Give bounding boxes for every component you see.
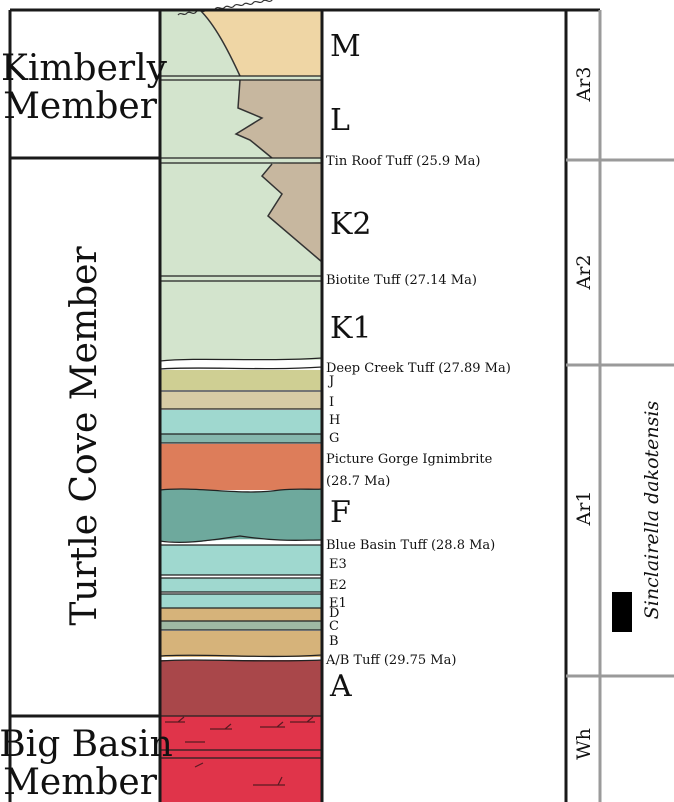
unit-label-c: C [329, 619, 339, 634]
table-frame [8, 8, 600, 802]
member-labels: Kimberly Member Turtle Cove Member Big B… [0, 48, 173, 802]
layer-unit-e1-teal [160, 594, 322, 608]
unit-label-k2: K2 [330, 207, 372, 242]
unit-label-g: G [329, 431, 339, 446]
contact-k2-boundary [260, 163, 323, 263]
layer-unit-i-lighttan [160, 392, 322, 409]
tuff-labels: Tin Roof Tuff (25.9 Ma) Biotite Tuff (27… [325, 154, 511, 668]
root-trace-3 [260, 721, 285, 728]
biozone-label-ar2: Ar2 [573, 255, 595, 291]
layer-unit-e2-teal [160, 578, 322, 592]
layer-unit-e3-teal [160, 545, 322, 575]
layer-unit-h-teal [160, 410, 322, 434]
root-trace-2 [210, 723, 232, 730]
root-trace-symbols [165, 716, 315, 786]
unit-label-a: A [329, 669, 352, 704]
layer-unit-j-olive [160, 370, 322, 390]
layer-white-deepcreek [160, 360, 322, 370]
unit-label-b: B [329, 634, 339, 649]
layer-unit-b-tan [160, 631, 322, 657]
unit-label-m: M [330, 29, 361, 64]
unit-labels-small: J I H G E3 E2 E1 D C B [327, 374, 347, 649]
layer-big-basin-red [160, 716, 322, 802]
layer-unit-k2-tan [262, 162, 322, 262]
tuff-label-deep-creek: Deep Creek Tuff (27.89 Ma) [326, 361, 511, 376]
tuff-label-ab: A/B Tuff (29.75 Ma) [325, 653, 456, 668]
layer-unit-g-grayteal [160, 434, 322, 443]
root-trace-4 [290, 716, 315, 723]
layer-unit-l-tan [236, 80, 322, 158]
unit-label-i: I [329, 395, 334, 410]
horizon-f-top [159, 488, 323, 493]
unit-label-f: F [330, 495, 351, 530]
horizon-deep-creek-b [159, 366, 323, 370]
horizon-ab-b [159, 659, 323, 662]
kimberly-member-label-line1: Kimberly [1, 48, 168, 89]
layer-unit-d-tan [160, 608, 322, 621]
contact-m-boundary [199, 9, 241, 77]
layer-unit-m-sand [200, 10, 322, 76]
biozone-label-wh: Wh [573, 728, 595, 760]
root-trace-7 [194, 762, 204, 768]
unit-label-l: L [330, 103, 350, 138]
taxon-label: Sinclairella dakotensis [641, 401, 663, 620]
horizon-blue-basin-a [159, 535, 323, 544]
layer-unit-a-darkred [160, 660, 322, 716]
contact-l-boundary [234, 79, 273, 159]
unit-label-j: J [327, 374, 334, 389]
unit-labels-large: M L K2 K1 F A [329, 29, 372, 704]
tuff-label-picture-gorge-line1: Picture Gorge Ignimbrite [326, 452, 493, 467]
biozone-label-ar1: Ar1 [573, 491, 595, 527]
layer-unit-f-teal-dark [160, 489, 322, 543]
horizon-ab-a [159, 654, 323, 658]
biozone-labels: Ar3 Ar2 Ar1 Wh [573, 67, 595, 760]
stratigraphic-column [160, 10, 322, 802]
root-trace-6 [253, 776, 285, 786]
horizon-deep-creek-a [159, 357, 323, 362]
tuff-label-tin-roof: Tin Roof Tuff (25.9 Ma) [326, 154, 480, 169]
unit-label-e1: E1 [329, 596, 347, 611]
tuff-label-biotite: Biotite Tuff (27.14 Ma) [326, 273, 477, 288]
tuff-horizons [159, 75, 323, 759]
tuff-label-picture-gorge-line2: (28.7 Ma) [326, 474, 390, 489]
unit-label-h: H [329, 413, 340, 428]
kimberly-member-label-line2: Member [3, 86, 158, 127]
tuff-label-blue-basin: Blue Basin Tuff (28.8 Ma) [326, 538, 495, 553]
layer-picture-gorge-orange [160, 444, 322, 490]
big-basin-member-label-line2: Member [3, 762, 158, 802]
unit-label-e2: E2 [329, 578, 347, 593]
biozone-grid [566, 10, 674, 802]
root-trace-1 [165, 716, 185, 723]
unit-label-d: D [329, 606, 339, 621]
taxon-range-bar [612, 592, 632, 632]
turtle-cove-member-label: Turtle Cove Member [64, 246, 105, 626]
biozone-label-ar3: Ar3 [573, 67, 595, 103]
unit-label-k1: K1 [330, 311, 372, 346]
big-basin-member-label-line1: Big Basin [0, 724, 173, 765]
layer-unit-c-graygreen [160, 621, 322, 630]
unit-label-e3: E3 [329, 557, 347, 572]
